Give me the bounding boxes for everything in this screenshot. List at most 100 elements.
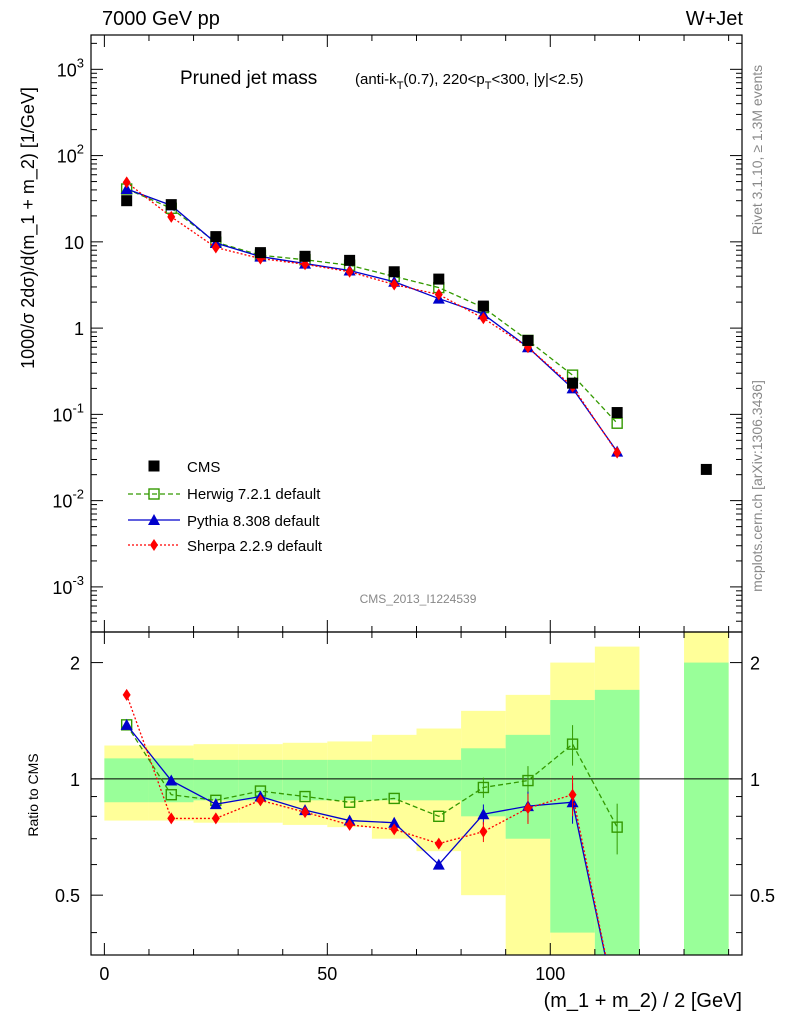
y-tick-label: 102 xyxy=(57,142,84,167)
series-point-ratio xyxy=(301,806,310,819)
series-point-ratio xyxy=(122,688,131,701)
ratio-y-tick-label: 1 xyxy=(70,770,80,790)
series-line-ratio xyxy=(126,694,607,955)
tick-layer: 0 50 100 10-3 10-2 10-1 1 10 102 103 0.5 0.5 1 1 2 2 xyxy=(52,35,775,984)
x-tick-label: 100 xyxy=(535,964,565,984)
header-right: W+Jet xyxy=(686,8,744,30)
series-point-ratio xyxy=(167,812,176,825)
x-tick-label: 0 xyxy=(99,964,109,984)
data-point xyxy=(299,250,311,262)
y-tick-label: 10-1 xyxy=(52,400,84,425)
data-point xyxy=(433,273,445,285)
rivet-label: Rivet 3.1.10, ≥ 1.3M events xyxy=(749,65,765,235)
analysis-label: CMS_2013_I1224539 xyxy=(360,592,477,606)
chart-title: Pruned jet mass xyxy=(180,68,317,89)
data-point xyxy=(121,195,133,207)
band-inner xyxy=(193,759,239,801)
band-inner xyxy=(282,759,328,801)
series-point-main xyxy=(120,182,133,194)
legend-marker xyxy=(150,539,158,551)
band-inner xyxy=(416,759,462,801)
ratio-y-tick-label-right: 1 xyxy=(750,770,760,790)
data-point xyxy=(254,247,266,259)
series-line-main xyxy=(126,188,618,424)
series-point-main xyxy=(434,288,443,301)
ratio-y-tick-label-right: 0.5 xyxy=(750,886,775,906)
series-line-ratio xyxy=(126,724,618,828)
data-point xyxy=(388,266,400,278)
series-point-main xyxy=(613,446,622,459)
legend-label-pythia: Pythia 8.308 default xyxy=(187,513,320,530)
header-left: 7000 GeV pp xyxy=(102,8,220,30)
band-inner xyxy=(371,759,417,801)
band-inner xyxy=(327,759,372,801)
ratio-y-axis-label: Ratio to CMS xyxy=(25,753,41,836)
legend-label-sherpa: Sherpa 2.2.9 default xyxy=(187,538,323,555)
series-point-main xyxy=(611,417,623,429)
series-point-main xyxy=(390,278,399,291)
series-point-ratio xyxy=(434,837,443,850)
series-point-main xyxy=(167,210,176,223)
series-point-ratio xyxy=(211,812,220,825)
series-point-main xyxy=(479,312,488,325)
series-point-ratio xyxy=(432,858,445,870)
series-point-ratio xyxy=(209,798,222,810)
series-point-ratio xyxy=(522,774,534,787)
series-point-ratio xyxy=(388,792,400,805)
x-tick-label: 50 xyxy=(317,964,337,984)
series-point-ratio xyxy=(566,738,579,750)
series-point-ratio xyxy=(477,808,490,820)
series-point-ratio xyxy=(390,823,399,836)
series-point-main xyxy=(345,265,354,278)
data-point xyxy=(477,300,489,312)
data-point xyxy=(210,231,222,243)
ratio-bands xyxy=(104,632,729,955)
series-point-ratio xyxy=(477,781,490,794)
band-inner xyxy=(684,662,729,955)
ratio-y-tick-label: 2 xyxy=(70,654,80,674)
series-point-main xyxy=(122,176,131,189)
legend-label-herwig: Herwig 7.2.1 default xyxy=(187,486,321,503)
series-point-ratio xyxy=(611,821,623,833)
ratio-y-tick-label: 0.5 xyxy=(55,886,80,906)
y-tick-label: 10 xyxy=(64,233,84,253)
data-point xyxy=(567,377,579,389)
series-point-ratio xyxy=(433,810,445,823)
series-line-main xyxy=(126,188,618,452)
series-point-ratio xyxy=(345,818,354,831)
legend-marker-data xyxy=(148,460,160,472)
data-point xyxy=(611,407,623,419)
series-point-ratio xyxy=(165,774,178,786)
ratio-y-tick-label-right: 2 xyxy=(750,654,760,674)
series-point-ratio xyxy=(523,802,532,815)
series-point-ratio xyxy=(343,796,356,808)
series-line-main xyxy=(126,181,618,454)
y-tick-label: 103 xyxy=(57,55,84,80)
band-inner xyxy=(104,758,149,803)
y-tick-label: 1 xyxy=(74,319,84,339)
data-point xyxy=(522,334,534,346)
series-point-main xyxy=(211,241,220,254)
series-point-ratio xyxy=(299,790,311,803)
chart-subtitle: (anti-kT(0.7), 220<pT<300, |y|<2.5) xyxy=(355,71,584,92)
series-point-ratio xyxy=(568,788,577,801)
series-point-ratio xyxy=(479,825,488,838)
legend: CMS Herwig 7.2.1 default Pythia 8.308 de… xyxy=(128,459,323,555)
x-axis-label: (m_1 + m_2) / 2 [GeV] xyxy=(544,990,742,1012)
series-point-ratio xyxy=(388,816,401,828)
y-tick-label: 10-2 xyxy=(52,487,84,512)
legend-label-data: CMS xyxy=(187,459,220,476)
legend-marker xyxy=(148,514,160,525)
y-axis-label: 1000/σ 2dσ)/d(m_1 + m_2) [1/GeV] xyxy=(18,87,39,369)
mcplots-label: mcplots.cern.ch [arXiv:1306.3436] xyxy=(749,380,765,592)
y-tick-label: 10-3 xyxy=(52,573,84,598)
data-point xyxy=(344,254,356,266)
data-point xyxy=(700,463,712,475)
legend-marker xyxy=(148,488,160,500)
series-point-ratio xyxy=(256,794,265,807)
data-point xyxy=(165,199,177,211)
series-layer xyxy=(120,176,712,955)
series-point-ratio xyxy=(165,788,177,801)
series-point-ratio xyxy=(120,718,133,730)
